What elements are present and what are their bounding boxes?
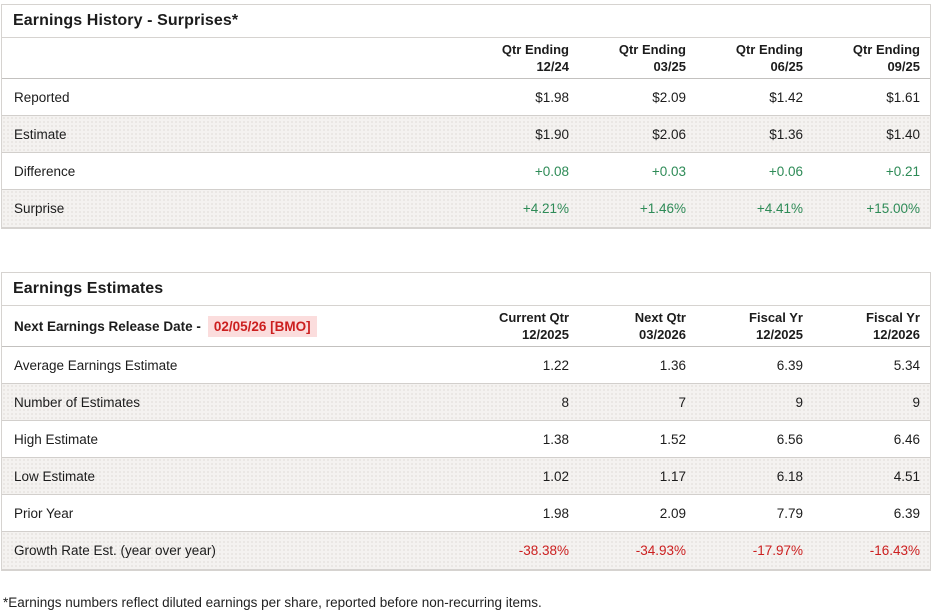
column-header-line2: 12/2026 xyxy=(873,327,920,342)
table-row-estimate: Estimate $1.90 $2.06 $1.36 $1.40 xyxy=(2,116,930,153)
cell-value: $1.98 xyxy=(535,89,569,105)
earnings-estimates-header-row: Next Earnings Release Date - 02/05/26 [B… xyxy=(2,306,930,347)
column-header-line1: Qtr Ending xyxy=(618,41,686,57)
cell-value: 9 xyxy=(795,394,803,410)
column-header-qtr-1224: Qtr Ending 12/24 xyxy=(462,41,579,75)
table-row-difference: Difference +0.08 +0.03 +0.06 +0.21 xyxy=(2,153,930,190)
cell-value: 1.17 xyxy=(659,468,686,484)
table-row-surprise: Surprise +4.21% +1.46% +4.41% +15.00% xyxy=(2,190,930,227)
row-label: Prior Year xyxy=(14,505,74,521)
cell-value: +0.03 xyxy=(651,163,686,179)
cell-value: -38.38% xyxy=(518,543,569,558)
cell-value: 9 xyxy=(912,394,920,410)
earnings-estimates-title: Earnings Estimates xyxy=(2,273,930,306)
row-label: Surprise xyxy=(14,201,65,216)
column-header-qtr-0325: Qtr Ending 03/25 xyxy=(579,41,696,75)
column-header-line2: 03/25 xyxy=(653,59,686,74)
column-header-qtr-0925: Qtr Ending 09/25 xyxy=(813,41,930,75)
cell-value: 6.39 xyxy=(893,505,920,521)
cell-value: +0.06 xyxy=(768,163,803,179)
table-row-prior-year: Prior Year 1.98 2.09 7.79 6.39 xyxy=(2,495,930,532)
cell-value: +0.08 xyxy=(534,163,569,179)
row-label: Reported xyxy=(14,89,70,105)
cell-value: 6.46 xyxy=(893,431,920,447)
cell-value: $2.06 xyxy=(652,126,686,142)
cell-value: +4.21% xyxy=(522,201,569,216)
row-label: Estimate xyxy=(14,126,67,142)
cell-value: 6.18 xyxy=(776,468,803,484)
cell-value: -16.43% xyxy=(869,543,920,558)
column-header-line1: Fiscal Yr xyxy=(749,309,803,325)
table-row-high-estimate: High Estimate 1.38 1.52 6.56 6.46 xyxy=(2,421,930,458)
column-header-line2: 03/2026 xyxy=(639,327,686,342)
cell-value: +15.00% xyxy=(866,201,920,216)
column-header-line1: Qtr Ending xyxy=(852,41,920,57)
cell-value: $1.90 xyxy=(535,126,569,142)
cell-value: -34.93% xyxy=(635,543,686,558)
cell-value: +1.46% xyxy=(639,201,686,216)
cell-value: 1.52 xyxy=(659,431,686,447)
table-row-average-estimate: Average Earnings Estimate 1.22 1.36 6.39… xyxy=(2,347,930,384)
row-label: Number of Estimates xyxy=(14,394,141,410)
cell-value: -17.97% xyxy=(752,543,803,558)
table-row-growth-rate: Growth Rate Est. (year over year) -38.38… xyxy=(2,532,930,569)
cell-value: $2.09 xyxy=(652,89,686,105)
table-row-number-of-estimates: Number of Estimates 8 7 9 9 xyxy=(2,384,930,421)
cell-value: $1.61 xyxy=(886,89,920,105)
cell-value: $1.40 xyxy=(886,126,920,142)
earnings-history-header-row: Qtr Ending 12/24 Qtr Ending 03/25 Qtr En… xyxy=(2,38,930,79)
cell-value: 7 xyxy=(678,394,686,410)
column-header-line1: Fiscal Yr xyxy=(866,309,920,325)
cell-value: 8 xyxy=(561,394,569,410)
cell-value: +4.41% xyxy=(756,201,803,216)
cell-value: 1.02 xyxy=(542,468,569,484)
row-label: Difference xyxy=(14,163,76,179)
earnings-history-title: Earnings History - Surprises* xyxy=(2,5,930,38)
earnings-history-section: Earnings History - Surprises* Qtr Ending… xyxy=(1,4,931,229)
row-label: High Estimate xyxy=(14,431,99,447)
cell-value: 1.38 xyxy=(542,431,569,447)
cell-value: +0.21 xyxy=(885,163,920,179)
column-header-line2: 12/2025 xyxy=(756,327,803,342)
column-header-fiscal-yr-2026: Fiscal Yr 12/2026 xyxy=(813,309,930,343)
cell-value: 2.09 xyxy=(659,505,686,521)
row-label: Growth Rate Est. (year over year) xyxy=(14,543,216,558)
column-header-line2: 12/24 xyxy=(536,59,569,74)
earnings-estimates-section: Earnings Estimates Next Earnings Release… xyxy=(1,272,931,571)
column-header-line2: 09/25 xyxy=(887,59,920,74)
release-date-label: Next Earnings Release Date - xyxy=(14,318,201,334)
table-row-low-estimate: Low Estimate 1.02 1.17 6.18 4.51 xyxy=(2,458,930,495)
next-release-date: Next Earnings Release Date - 02/05/26 [B… xyxy=(2,315,462,337)
column-header-next-qtr: Next Qtr 03/2026 xyxy=(579,309,696,343)
column-header-line2: 06/25 xyxy=(770,59,803,74)
cell-value: $1.36 xyxy=(769,126,803,142)
cell-value: 7.79 xyxy=(776,505,803,521)
row-label: Average Earnings Estimate xyxy=(14,357,178,373)
column-header-line2: 12/2025 xyxy=(522,327,569,342)
cell-value: 1.98 xyxy=(542,505,569,521)
table-row-reported: Reported $1.98 $2.09 $1.42 $1.61 xyxy=(2,79,930,116)
column-header-current-qtr: Current Qtr 12/2025 xyxy=(462,309,579,343)
column-header-line1: Next Qtr xyxy=(634,309,686,325)
column-header-line1: Current Qtr xyxy=(498,309,569,325)
column-header-line1: Qtr Ending xyxy=(501,41,569,57)
cell-value: 5.34 xyxy=(893,357,920,373)
cell-value: $1.42 xyxy=(769,89,803,105)
row-label: Low Estimate xyxy=(14,468,96,484)
column-header-fiscal-yr-2025: Fiscal Yr 12/2025 xyxy=(696,309,813,343)
column-header-qtr-0625: Qtr Ending 06/25 xyxy=(696,41,813,75)
release-date-badge: 02/05/26 [BMO] xyxy=(207,315,317,337)
cell-value: 6.56 xyxy=(776,431,803,447)
cell-value: 1.36 xyxy=(659,357,686,373)
cell-value: 6.39 xyxy=(776,357,803,373)
column-header-line1: Qtr Ending xyxy=(735,41,803,57)
cell-value: 4.51 xyxy=(893,468,920,484)
cell-value: 1.22 xyxy=(542,357,569,373)
footnote: *Earnings numbers reflect diluted earnin… xyxy=(3,595,542,610)
